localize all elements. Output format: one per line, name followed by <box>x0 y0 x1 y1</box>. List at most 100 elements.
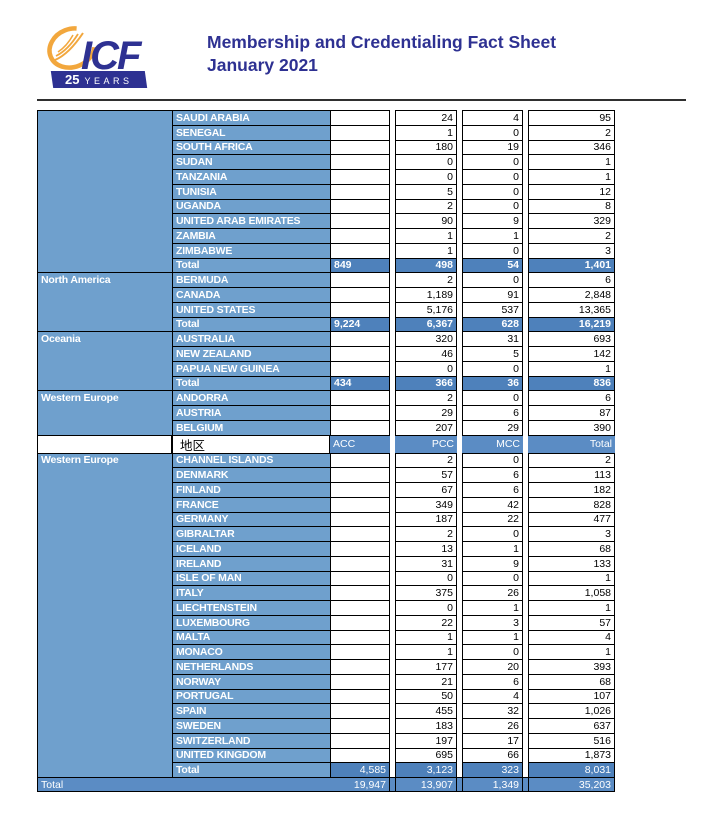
column-spacer <box>523 375 528 391</box>
column-header-total: Total <box>528 434 615 453</box>
mcc-cell: 6 <box>462 405 523 420</box>
column-spacer <box>457 526 462 541</box>
total-cell: 1,401 <box>528 257 615 273</box>
mcc-cell: 6 <box>462 467 523 482</box>
region-cell <box>37 360 172 376</box>
mcc-cell: 1 <box>462 629 523 645</box>
total-cell: 95 <box>528 110 615 125</box>
acc-cell: 9,224 <box>330 316 390 332</box>
column-spacer <box>390 331 395 346</box>
region-cell <box>37 124 172 140</box>
country-cell: ANDORRA <box>172 390 330 405</box>
acc-cell <box>330 124 390 140</box>
column-spacer <box>390 419 395 435</box>
mcc-cell: 20 <box>462 659 523 674</box>
country-cell: AUSTRIA <box>172 405 330 420</box>
country-cell: DENMARK <box>172 467 330 482</box>
column-spacer <box>523 242 528 258</box>
total-cell: 477 <box>528 511 615 527</box>
column-spacer <box>390 390 395 405</box>
country-row: BELGIUM 207 29 390 <box>37 419 615 435</box>
column-spacer <box>457 688 462 704</box>
country-cell: PORTUGAL <box>172 688 330 704</box>
pcc-cell: 187 <box>395 511 457 527</box>
total-cell: 516 <box>528 732 615 748</box>
country-cell: SOUTH AFRICA <box>172 139 330 155</box>
header-rule <box>37 99 686 101</box>
acc-cell <box>330 688 390 704</box>
column-spacer <box>457 496 462 512</box>
country-row: SUDAN 0 0 1 <box>37 154 615 169</box>
column-spacer <box>457 777 462 792</box>
mcc-cell: 22 <box>462 511 523 527</box>
region-cell <box>37 198 172 214</box>
column-spacer <box>390 482 395 497</box>
country-row: UNITED STATES 5,176 537 13,365 <box>37 301 615 317</box>
column-spacer <box>390 511 395 527</box>
pcc-cell: 366 <box>395 375 457 391</box>
pcc-cell: 90 <box>395 213 457 228</box>
total-cell: 6 <box>528 390 615 405</box>
column-spacer <box>457 762 462 777</box>
column-spacer <box>390 272 395 287</box>
acc-cell: 434 <box>330 375 390 391</box>
acc-cell <box>330 673 390 689</box>
column-spacer <box>390 257 395 273</box>
total-cell: 1 <box>528 644 615 659</box>
column-spacer <box>457 644 462 659</box>
country-cell: SWEDEN <box>172 718 330 733</box>
column-spacer <box>523 703 528 718</box>
column-spacer <box>457 585 462 600</box>
column-spacer <box>523 688 528 704</box>
column-spacer <box>457 570 462 586</box>
logo-brand-text: ICF <box>81 34 143 78</box>
mcc-cell: 42 <box>462 496 523 512</box>
total-cell: 1,873 <box>528 747 615 763</box>
column-spacer <box>390 213 395 228</box>
region-cell <box>37 154 172 169</box>
country-cell: AUSTRALIA <box>172 331 330 346</box>
column-spacer <box>457 257 462 273</box>
column-spacer <box>390 110 395 125</box>
column-spacer <box>457 301 462 317</box>
pcc-cell: 0 <box>395 570 457 586</box>
country-row: North America BERMUDA 2 0 6 <box>37 272 615 287</box>
region-cell <box>37 405 172 420</box>
total-label-cell: Total <box>172 257 330 273</box>
total-cell: 1,026 <box>528 703 615 718</box>
column-spacer <box>457 375 462 391</box>
country-cell: LIECHTENSTEIN <box>172 600 330 615</box>
mcc-cell: 6 <box>462 673 523 689</box>
country-cell: ZIMBABWE <box>172 242 330 258</box>
country-row: ICELAND 13 1 68 <box>37 541 615 556</box>
country-row: PORTUGAL 50 4 107 <box>37 688 615 704</box>
country-row: GIBRALTAR 2 0 3 <box>37 526 615 541</box>
pcc-cell: 455 <box>395 703 457 718</box>
country-row: UGANDA 2 0 8 <box>37 198 615 214</box>
mcc-cell: 66 <box>462 747 523 763</box>
country-cell: FINLAND <box>172 482 330 497</box>
mcc-cell: 0 <box>462 570 523 586</box>
total-cell: 2 <box>528 124 615 140</box>
acc-cell <box>330 644 390 659</box>
country-cell: UGANDA <box>172 198 330 214</box>
region-total-row: Total 849 498 54 1,401 <box>37 257 615 273</box>
country-row: FRANCE 349 42 828 <box>37 496 615 512</box>
mcc-cell: 17 <box>462 732 523 748</box>
country-cell: UNITED ARAB EMIRATES <box>172 213 330 228</box>
column-spacer <box>457 747 462 763</box>
column-spacer <box>390 198 395 214</box>
mcc-cell: 0 <box>462 183 523 199</box>
mcc-cell: 1 <box>462 600 523 615</box>
column-spacer <box>390 169 395 184</box>
region-cell <box>37 703 172 718</box>
column-spacer <box>523 747 528 763</box>
total-cell: 346 <box>528 139 615 155</box>
region-cell: Western Europe <box>37 390 172 405</box>
acc-cell <box>330 703 390 718</box>
column-spacer <box>523 600 528 615</box>
column-spacer <box>390 703 395 718</box>
column-spacer <box>390 346 395 361</box>
country-row: DENMARK 57 6 113 <box>37 467 615 482</box>
column-spacer <box>523 541 528 556</box>
